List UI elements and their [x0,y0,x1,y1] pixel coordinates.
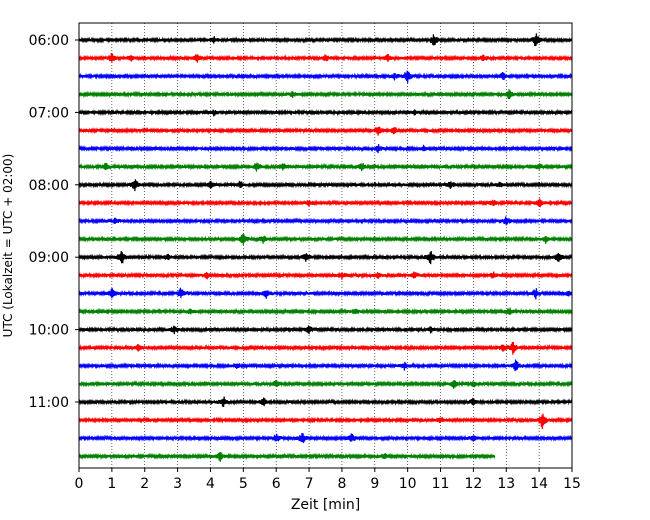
trace-row [78,307,573,316]
trace-row [78,198,573,208]
x-tick-label: 12 [464,476,482,492]
trace-row [78,271,573,280]
trace-row [78,216,573,226]
y-axis-label: UTC (Lokalzeit = UTC + 02:00) [1,154,15,338]
x-tick-label: 13 [497,476,515,492]
trace-row [78,126,573,136]
x-tick-label: 4 [206,476,215,492]
trace-row [78,251,573,265]
x-tick-label: 9 [370,476,379,492]
trace-row [78,341,573,355]
x-axis-ticks: 0 1 2 3 4 5 6 7 8 9 10 11 12 13 14 15 [75,468,581,492]
trace-row [78,89,573,100]
trace-row [78,70,573,84]
x-tick-label: 3 [173,476,182,492]
y-tick-label: 10:00 [29,323,69,339]
y-tick-label: 09:00 [29,250,69,266]
trace-row [78,33,573,47]
y-tick-label: 11:00 [29,395,69,411]
trace-row [78,234,573,245]
x-tick-label: 8 [337,476,346,492]
x-tick-label: 15 [563,476,581,492]
y-tick-label: 06:00 [29,33,69,49]
trace-row [78,452,496,462]
y-tick-label: 07:00 [29,105,69,121]
y-axis-ticks: 06:00 07:00 08:00 09:00 10:00 11:00 [29,33,79,411]
y-tick-label: 08:00 [29,178,69,194]
x-tick-label: 6 [272,476,281,492]
trace-row [78,108,573,117]
trace-row [78,396,573,408]
x-tick-label: 10 [399,476,417,492]
trace-row [78,53,573,63]
trace-row [78,413,573,430]
vertical-gridlines [111,23,540,468]
seismic-traces [78,33,573,462]
x-tick-label: 14 [530,476,548,492]
trace-row [78,432,573,444]
x-tick-label: 2 [140,476,149,492]
trace-row [78,287,573,300]
x-tick-label: 7 [305,476,314,492]
x-tick-label: 0 [75,476,84,492]
x-axis-label: Zeit [min] [291,497,360,513]
x-tick-label: 11 [432,476,450,492]
x-tick-label: 1 [107,476,116,492]
trace-row [78,325,573,335]
trace-row [78,179,573,192]
trace-row [78,162,573,172]
trace-row [78,359,573,372]
trace-row [78,380,573,389]
plot-frame [78,22,573,469]
trace-row [78,144,573,154]
x-tick-label: 5 [239,476,248,492]
